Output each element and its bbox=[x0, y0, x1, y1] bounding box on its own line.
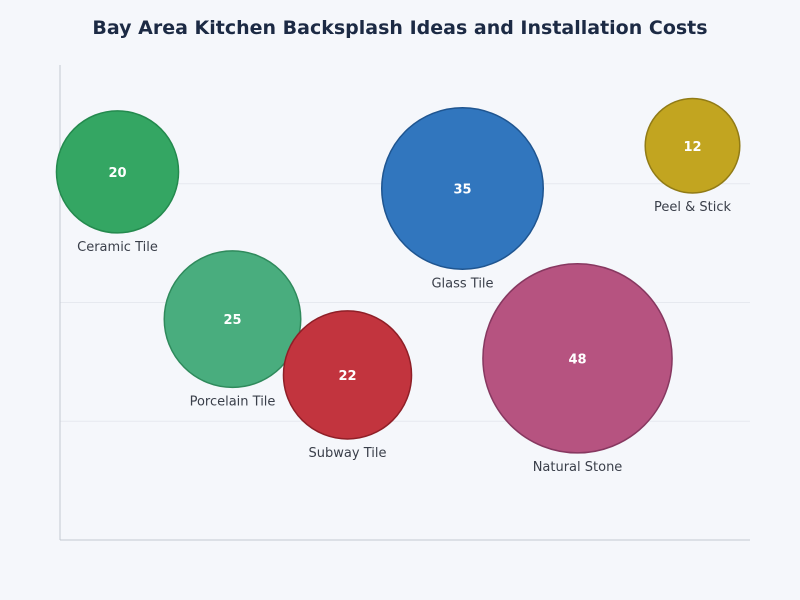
bubble-group: 20 Ceramic Tile bbox=[55, 110, 180, 255]
bubble-category-label: Ceramic Tile bbox=[77, 240, 158, 255]
bubble-group: 48 Natural Stone bbox=[482, 262, 673, 475]
bubble-category-label: Porcelain Tile bbox=[190, 394, 276, 409]
bubble-group: 35 Glass Tile bbox=[380, 106, 545, 291]
bubble-category-label: Natural Stone bbox=[533, 460, 623, 475]
bubble bbox=[163, 250, 302, 389]
bubble-category-label: Subway Tile bbox=[309, 446, 387, 461]
bubbles: 20 Ceramic Tile 25 Porcelain Tile 22 Subway T… bbox=[55, 97, 741, 475]
bubble-value-label: 20 bbox=[108, 166, 126, 181]
bubble-value-label: 22 bbox=[338, 369, 356, 384]
bubble bbox=[55, 110, 180, 234]
bubble bbox=[482, 262, 673, 454]
chart-title: Bay Area Kitchen Backsplash Ideas and In… bbox=[92, 17, 707, 39]
bubble bbox=[644, 97, 741, 194]
bubble-category-label: Glass Tile bbox=[431, 276, 493, 291]
bubble-group: 12 Peel & Stick bbox=[644, 97, 741, 215]
bubble-group: 22 Subway Tile bbox=[282, 310, 413, 461]
axes bbox=[59, 65, 750, 541]
bubble-value-label: 35 bbox=[453, 183, 471, 198]
bubble-value-label: 25 bbox=[223, 313, 241, 328]
bubble-value-label: 12 bbox=[683, 140, 701, 155]
bubble-value-label: 48 bbox=[568, 352, 586, 367]
bubble-group: 25 Porcelain Tile bbox=[163, 250, 302, 409]
bubble bbox=[282, 310, 413, 440]
bubble bbox=[380, 106, 545, 271]
bubble-category-label: Peel & Stick bbox=[654, 200, 731, 215]
